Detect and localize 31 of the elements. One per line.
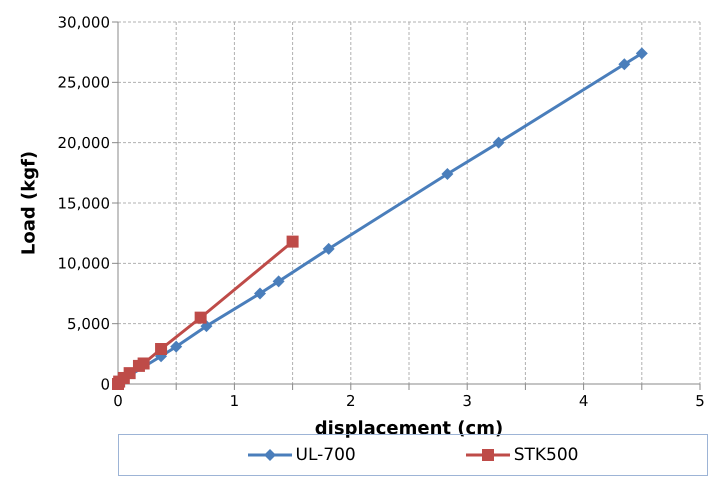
x-tick-label: 1 <box>230 392 240 410</box>
x-tick-label: 3 <box>462 392 472 410</box>
x-tick-label: 0 <box>113 392 123 410</box>
y-tick-label: 30,000 <box>58 13 110 32</box>
point <box>170 340 182 353</box>
point <box>492 136 505 149</box>
legend-label: STK500 <box>514 445 578 465</box>
point <box>272 275 285 288</box>
y-tick-label: 0 <box>100 375 110 394</box>
point <box>138 357 150 370</box>
legend-label: UL-700 <box>296 445 356 465</box>
point <box>286 236 299 248</box>
y-tick-label: 25,000 <box>58 74 110 92</box>
point <box>254 288 266 300</box>
y-tick-label: 20,000 <box>58 134 110 152</box>
x-tick-label: 5 <box>695 392 705 410</box>
x-tick-label: 4 <box>578 392 588 410</box>
point <box>618 58 630 70</box>
point <box>636 47 648 60</box>
point <box>194 312 207 324</box>
x-tick-label: 2 <box>346 392 356 410</box>
x-axis-title: displacement (cm) <box>314 418 504 439</box>
point <box>200 320 212 332</box>
point <box>441 168 454 180</box>
y-tick-label: 15,000 <box>58 194 110 212</box>
point <box>124 367 136 380</box>
y-tick-label: 10,000 <box>58 254 110 273</box>
point <box>155 343 168 356</box>
y-axis-title: Load (kgf) <box>18 150 40 256</box>
point <box>322 242 335 255</box>
y-tick-label: 5,000 <box>67 314 110 333</box>
